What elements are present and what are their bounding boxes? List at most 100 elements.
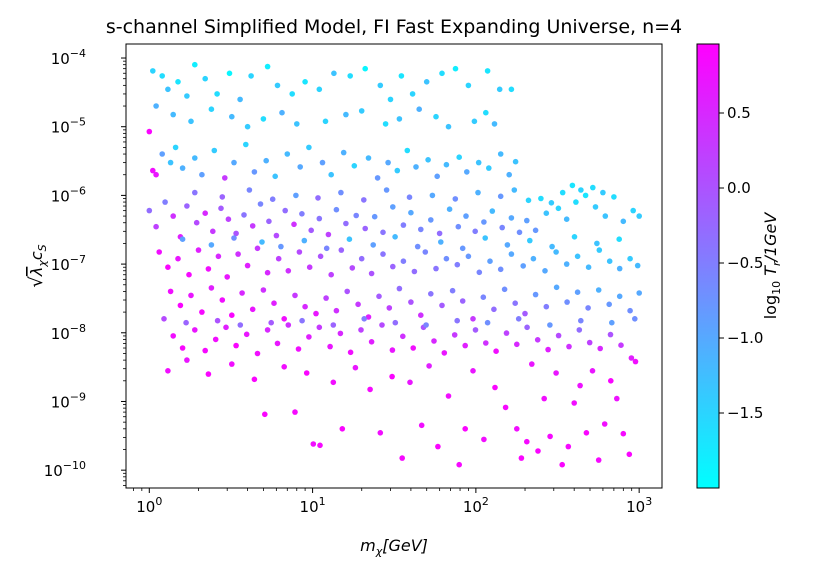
data-point [257, 201, 264, 207]
data-point [476, 269, 483, 276]
colorbar-tick-label: −1.5 [727, 404, 763, 422]
data-point [296, 249, 303, 255]
x-tick-label: 100 [136, 495, 162, 516]
data-point [470, 316, 476, 322]
data-point [571, 400, 577, 406]
data-point [260, 116, 267, 122]
data-point [202, 347, 208, 354]
data-point [306, 144, 312, 151]
data-point [566, 343, 572, 350]
data-point [231, 235, 237, 241]
data-point [343, 220, 349, 227]
data-point [243, 331, 250, 338]
data-point [254, 245, 261, 252]
data-point [279, 109, 285, 116]
data-point [315, 195, 321, 201]
data-point [518, 455, 525, 461]
data-point [172, 144, 179, 151]
data-point [264, 269, 271, 276]
data-point [291, 221, 297, 228]
data-point [386, 305, 393, 311]
data-point [208, 242, 215, 248]
data-point [511, 187, 518, 193]
data-point [153, 103, 159, 109]
colorbar-tick-label: −1.0 [727, 329, 763, 347]
data-point [456, 154, 463, 160]
data-point [377, 430, 384, 436]
data-point [559, 189, 566, 196]
y-tick-label: 10−9 [51, 390, 86, 411]
data-point [452, 65, 459, 72]
x-axis-label: mχ[GeV] [360, 536, 428, 558]
data-point [211, 147, 218, 154]
data-point [362, 65, 369, 72]
data-point [418, 312, 424, 319]
data-point [179, 345, 186, 351]
data-point [214, 91, 220, 97]
data-point [483, 340, 489, 346]
data-point [294, 121, 300, 127]
data-point [472, 327, 479, 333]
data-point [433, 265, 439, 272]
data-point [445, 123, 452, 130]
data-point [411, 268, 418, 275]
data-point [292, 409, 298, 415]
data-point [555, 332, 562, 339]
data-point [434, 173, 441, 180]
data-point [285, 268, 292, 274]
data-point [439, 302, 445, 309]
data-point [246, 187, 253, 193]
data-point [626, 451, 633, 458]
data-point [569, 182, 576, 189]
data-point [484, 68, 491, 74]
data-point [628, 355, 635, 361]
data-point [595, 287, 602, 293]
data-point [620, 218, 627, 225]
data-point [414, 243, 421, 250]
data-point [618, 342, 624, 349]
data-point [525, 197, 532, 204]
data-point [214, 317, 221, 324]
data-point [425, 157, 431, 163]
data-point [456, 461, 463, 468]
data-point [274, 340, 281, 347]
data-point [524, 438, 530, 445]
data-point [606, 301, 612, 308]
data-point [319, 159, 326, 166]
data-point [165, 86, 171, 93]
chart-title: s-channel Simplified Model, FI Fast Expa… [106, 16, 682, 38]
data-point [382, 121, 389, 127]
data-point [573, 199, 579, 205]
data-point [188, 292, 194, 299]
data-point [179, 236, 186, 242]
data-point [475, 189, 481, 196]
data-point [527, 237, 533, 244]
data-point [491, 121, 498, 127]
data-point [177, 302, 184, 309]
data-point [377, 82, 384, 89]
data-point [229, 113, 235, 120]
data-point [553, 249, 559, 255]
data-point [292, 292, 298, 299]
data-point [398, 73, 405, 79]
data-point [199, 171, 205, 178]
data-point [590, 184, 596, 191]
data-point [446, 206, 453, 212]
data-point [175, 79, 181, 85]
y-tick-label: 10−5 [51, 116, 86, 137]
data-point [333, 307, 340, 314]
data-point [409, 91, 416, 97]
data-point [459, 245, 466, 252]
data-point [609, 319, 615, 326]
data-point [441, 350, 448, 356]
data-point [184, 203, 190, 209]
data-point [410, 345, 417, 351]
data-point [146, 207, 153, 214]
data-point [400, 222, 407, 228]
data-point [429, 192, 436, 199]
data-point [371, 213, 378, 220]
data-point [543, 210, 550, 216]
data-point [192, 189, 198, 196]
data-point [542, 268, 548, 274]
data-point [358, 327, 364, 333]
